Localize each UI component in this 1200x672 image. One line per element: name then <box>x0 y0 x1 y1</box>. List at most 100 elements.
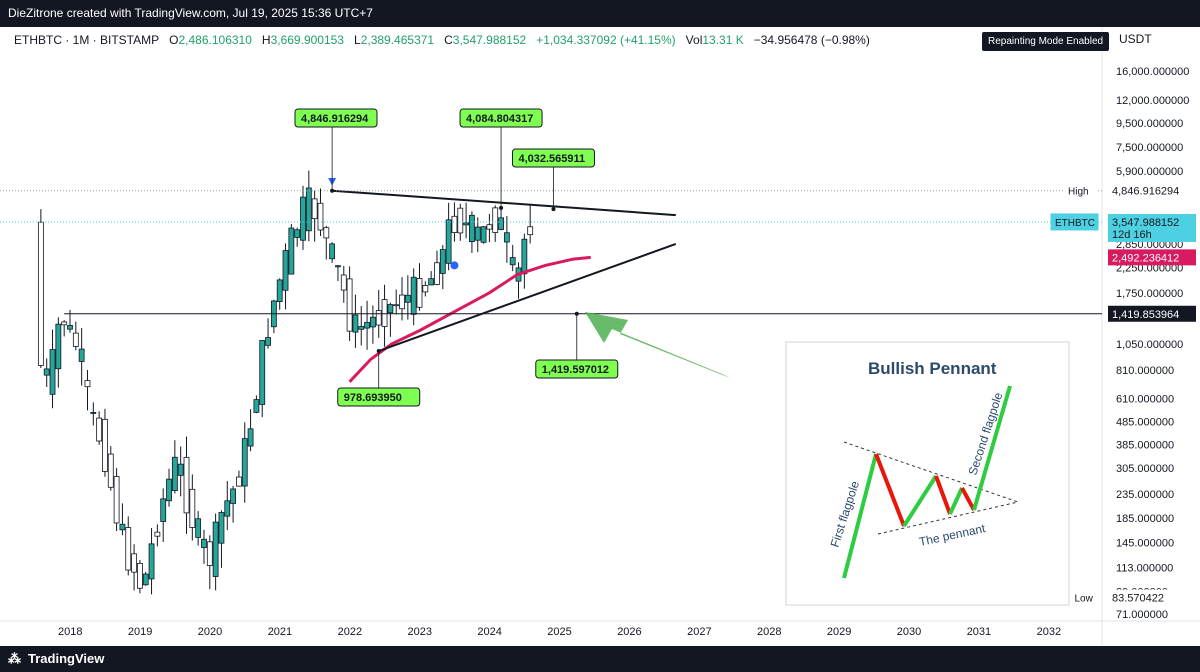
high-tag-box <box>1108 182 1196 199</box>
x-tick-label: 2020 <box>198 626 222 638</box>
candle <box>335 265 341 268</box>
current-price-tag-label: ETHBTC <box>1055 218 1095 229</box>
ma-tag-value: 2,492.236412 <box>1112 252 1179 264</box>
candle <box>154 531 161 537</box>
candle <box>428 278 435 286</box>
annotation-label: 4,032.565911 <box>518 153 585 165</box>
y-tick-label: 2,250.000000 <box>1116 263 1183 275</box>
candle <box>148 543 155 580</box>
candle <box>521 238 528 275</box>
candle <box>236 476 242 487</box>
inset-pennant-red-3 <box>960 487 976 511</box>
ma-tag-box <box>1108 249 1196 266</box>
change-value: +1,034.337092 (+41.15%) <box>536 33 676 47</box>
candle <box>189 488 196 528</box>
symbol-label[interactable]: ETHBTC · 1M · BITSTAMP <box>14 33 160 47</box>
x-tick-label: 2024 <box>477 626 501 638</box>
annotation-box[interactable] <box>459 108 543 128</box>
candle <box>276 279 283 303</box>
x-tick-label: 2027 <box>687 626 711 638</box>
close-label: C <box>444 33 453 47</box>
y-tick-label: 610.000000 <box>1116 393 1174 405</box>
inset-pennant-red-1 <box>874 453 906 527</box>
vol-change-value: −34.956478 (−0.98%) <box>753 33 870 47</box>
vol-label: Vol <box>685 33 703 47</box>
candle <box>509 257 516 266</box>
candle <box>78 348 85 362</box>
candle <box>323 227 330 239</box>
annotation-anchor <box>551 207 556 212</box>
candle <box>212 521 219 577</box>
candle <box>393 304 400 307</box>
current-price-tag-value: 3,547.988152 <box>1112 217 1179 229</box>
candle <box>230 488 237 504</box>
x-tick-label: 2025 <box>547 626 571 638</box>
y-tick-label: 235.000000 <box>1116 489 1174 501</box>
annotation-box[interactable] <box>294 108 378 128</box>
x-tick-label: 2029 <box>827 626 851 638</box>
repainting-badge[interactable]: Repainting Mode Enabled <box>982 32 1110 51</box>
candle <box>346 278 353 332</box>
candle <box>381 299 388 327</box>
x-tick-label: 2028 <box>757 626 781 638</box>
candle <box>457 207 464 234</box>
candle <box>469 214 475 243</box>
tradingview-logo-text: TradingView <box>28 651 105 666</box>
candle <box>113 476 120 524</box>
currency-label[interactable]: USDT <box>1119 32 1152 46</box>
trendline[interactable] <box>378 242 677 352</box>
annotation-box[interactable] <box>337 387 421 407</box>
tradingview-logo[interactable]: ⁂ TradingView <box>8 651 104 667</box>
candle <box>486 224 493 230</box>
close-value: 3,547.988152 <box>452 33 527 47</box>
candle <box>55 323 62 370</box>
y-tick-label: 185.000000 <box>1116 513 1174 525</box>
x-tick-label: 2030 <box>897 626 921 638</box>
y-tick-label: 12,000.000000 <box>1116 95 1189 107</box>
trendline[interactable] <box>332 189 676 217</box>
candle <box>218 512 225 544</box>
candle <box>294 229 301 238</box>
candle <box>160 498 167 522</box>
inset-pennant-green-1 <box>902 474 938 528</box>
candle <box>125 527 132 571</box>
high-tag-label: High <box>1068 187 1089 198</box>
candle <box>387 304 394 314</box>
candle <box>434 262 440 285</box>
candle <box>492 207 499 233</box>
annotation-box[interactable] <box>535 359 619 379</box>
event-marker-icon[interactable] <box>450 261 459 270</box>
current-price-tag-timer: 12d 16h <box>1112 229 1152 241</box>
low-value: 2,389.465371 <box>360 33 435 47</box>
candle <box>171 456 178 491</box>
candle <box>142 573 149 586</box>
low-tag-label: Low <box>1075 594 1094 605</box>
candle <box>259 340 266 405</box>
annotation-anchor <box>330 188 335 193</box>
candle <box>241 438 248 487</box>
low-tag-label-box <box>1070 589 1098 606</box>
candle <box>102 419 108 472</box>
candle <box>282 250 289 291</box>
candle <box>136 562 143 589</box>
candle <box>195 518 202 538</box>
open-label: O <box>169 33 179 47</box>
current-price-tag-label-box <box>1050 213 1099 231</box>
annotation-label: 978.693950 <box>344 392 402 404</box>
y-tick-label: 810.000000 <box>1116 365 1174 377</box>
candle <box>503 232 510 243</box>
candle <box>422 285 429 293</box>
candle <box>404 294 411 303</box>
y-tick-label: 485.000000 <box>1116 416 1174 428</box>
chart-area[interactable]: 16,000.000000 12,000.000000 9,500.000000 7,… <box>0 27 1200 646</box>
tradingview-logo-icon: ⁂ <box>8 651 21 666</box>
inset-top-dashed <box>843 441 1019 503</box>
candle <box>369 316 376 328</box>
x-tick-label: 2019 <box>128 626 152 638</box>
candle <box>72 332 79 347</box>
candle <box>329 243 336 260</box>
candle <box>317 202 324 231</box>
annotation-box[interactable] <box>511 148 595 168</box>
low-tag-box <box>1108 589 1196 606</box>
candle <box>439 249 446 274</box>
